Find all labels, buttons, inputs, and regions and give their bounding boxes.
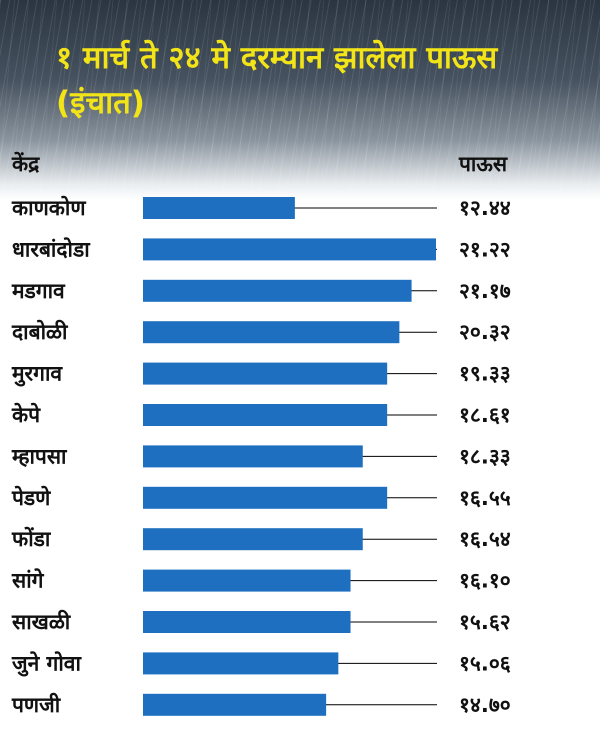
rain-header-background <box>0 0 600 200</box>
bar <box>143 362 388 385</box>
bar <box>143 569 351 592</box>
value-label: २१.२२ <box>459 237 511 261</box>
bar <box>143 486 388 509</box>
category-label: सांगे <box>11 568 45 593</box>
value-label: १५.०६ <box>459 651 511 675</box>
value-label: १८.६१ <box>459 403 511 427</box>
value-label: १४.७० <box>459 693 511 717</box>
value-label: २०.३२ <box>459 320 511 344</box>
bar <box>143 197 295 219</box>
bar-row: धारबांदोडा २१.२२ <box>12 236 511 261</box>
value-label: २१.१७ <box>459 279 511 303</box>
category-label: जुने गोवा <box>11 650 82 677</box>
bar <box>143 404 388 426</box>
bar <box>143 445 363 468</box>
value-column-header: पाऊस <box>459 152 508 176</box>
category-column-header: केंद्र <box>12 152 40 176</box>
bar <box>143 652 339 675</box>
value-label: १५.६२ <box>459 610 511 634</box>
category-label: पेडणे <box>11 485 51 510</box>
bar <box>143 279 412 302</box>
category-label: फोंडा <box>11 526 52 551</box>
value-label: १९.३३ <box>459 362 511 386</box>
bar-row: सांगे १६.१० <box>11 568 511 593</box>
bar-row: केपे १८.६१ <box>11 402 511 427</box>
bar <box>143 528 363 551</box>
category-label: म्हापसा <box>11 444 68 468</box>
chart-title: १ मार्च ते २४ मे दरम्यान झालेला पाऊस (इं… <box>56 40 498 121</box>
bar-row: मुरगाव १९.३३ <box>11 362 511 388</box>
bar-row: काणकोण १२.४४ <box>11 195 511 220</box>
value-label: १६.५४ <box>459 527 511 551</box>
category-label: धारबांदोडा <box>12 236 91 261</box>
category-label: मुरगाव <box>11 362 63 388</box>
bar-row: दाबोळी २०.३२ <box>11 319 511 344</box>
bar-row: साखळी १५.६२ <box>11 609 511 634</box>
bar <box>143 238 436 261</box>
category-label: मडगाव <box>11 279 66 303</box>
bar <box>143 321 400 344</box>
bar-row: पणजी १४.७० <box>11 692 511 717</box>
value-label: १२.४४ <box>459 196 511 220</box>
category-label: दाबोळी <box>11 319 69 344</box>
value-label: १६.५५ <box>459 486 511 510</box>
bar-row: पेडणे १६.५५ <box>11 485 511 510</box>
bar-row: म्हापसा १८.३३ <box>11 444 511 468</box>
bar-row: मडगाव २१.१७ <box>11 279 511 303</box>
bar-row: फोंडा १६.५४ <box>11 526 511 551</box>
bar-row: जुने गोवा १५.०६ <box>11 650 511 677</box>
category-label: काणकोण <box>11 195 86 220</box>
value-label: १६.१० <box>459 569 511 593</box>
category-label: केपे <box>11 402 41 427</box>
bar <box>143 693 327 716</box>
category-label: पणजी <box>11 692 62 717</box>
bar <box>143 611 351 633</box>
category-label: साखळी <box>11 609 72 634</box>
value-label: १८.३३ <box>459 444 511 468</box>
